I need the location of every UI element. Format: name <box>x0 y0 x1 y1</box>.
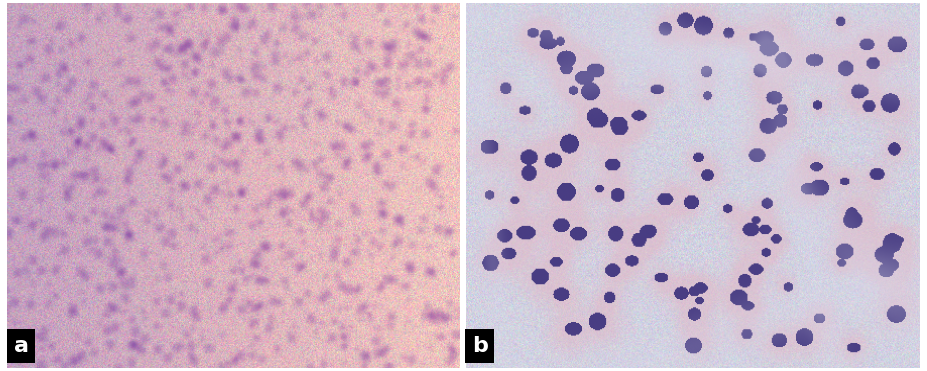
Text: b: b <box>472 336 488 356</box>
Text: a: a <box>14 336 29 356</box>
